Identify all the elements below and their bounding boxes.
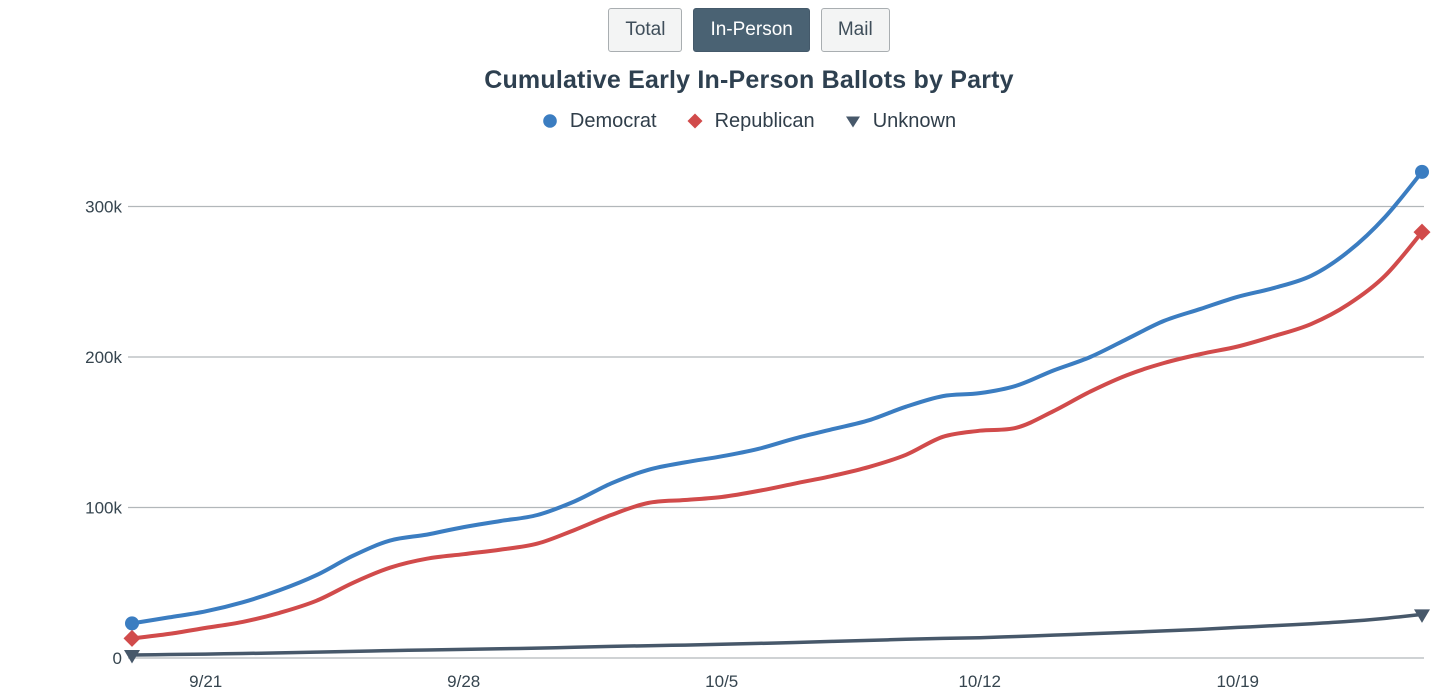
series-end-marker-democrat bbox=[1415, 164, 1429, 179]
y-axis-label-100k: 100k bbox=[85, 498, 122, 517]
legend: Democrat Republican Unknown bbox=[21, 108, 1456, 134]
series-start-marker-unknown bbox=[124, 649, 140, 664]
series-line-democrat bbox=[130, 169, 1424, 626]
x-axis-label-9-28: 9/28 bbox=[447, 672, 480, 691]
x-axis-label-9-21: 9/21 bbox=[189, 672, 222, 691]
series-end-marker-republican bbox=[1413, 223, 1431, 241]
y-axis-label-200k: 200k bbox=[85, 348, 122, 367]
tab-in-person[interactable]: In-Person bbox=[693, 8, 810, 52]
tab-mail[interactable]: Mail bbox=[820, 8, 890, 52]
series-end-marker-unknown bbox=[1414, 609, 1430, 623]
y-axis-label-0: 0 bbox=[113, 649, 122, 668]
democrat-marker-icon bbox=[543, 114, 557, 128]
x-axis-label-10-5: 10/5 bbox=[705, 672, 738, 691]
legend-item-democrat[interactable]: Democrat bbox=[542, 110, 657, 133]
view-toggle-group: Total In-Person Mail bbox=[21, 0, 1456, 52]
series-start-marker-democrat bbox=[125, 616, 139, 631]
unknown-marker-icon bbox=[845, 116, 860, 128]
legend-label-unknown: Unknown bbox=[872, 109, 957, 132]
chart-header: Total In-Person Mail Cumulative Early In… bbox=[21, 0, 1456, 134]
republican-marker-icon bbox=[687, 113, 703, 129]
legend-label-republican: Republican bbox=[714, 109, 815, 132]
series-line-unknown bbox=[130, 612, 1424, 657]
chart-title: Cumulative Early In-Person Ballots by Pa… bbox=[484, 66, 1014, 94]
tab-total[interactable]: Total bbox=[608, 8, 683, 52]
legend-item-republican[interactable]: Republican bbox=[687, 110, 815, 133]
legend-item-unknown[interactable]: Unknown bbox=[845, 110, 956, 133]
series-start-marker-republican bbox=[123, 629, 141, 647]
series-line-republican bbox=[130, 230, 1424, 641]
legend-label-democrat: Democrat bbox=[569, 109, 657, 132]
x-axis-label-10-19: 10/19 bbox=[1216, 672, 1259, 691]
y-axis-label-300k: 300k bbox=[85, 197, 122, 216]
chart-area: 0 100k 200k 300k 9/21 9/28 10/5 10/12 10/19 bbox=[0, 150, 1456, 698]
x-axis-label-10-12: 10/12 bbox=[958, 672, 1001, 691]
chart-svg: 0 100k 200k 300k 9/21 9/28 10/5 10/12 10/19 bbox=[85, 164, 1431, 691]
